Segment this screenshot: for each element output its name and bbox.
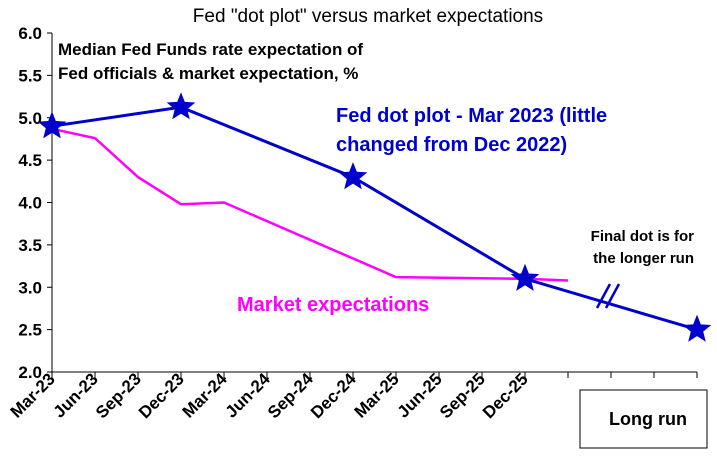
y-tick-label: 2.5 (18, 321, 42, 340)
x-tick-label: Dec-24 (307, 369, 360, 422)
x-tick-label: Jun-23 (50, 369, 102, 421)
y-axis: 6.0 5.5 5.0 4.5 4.0 3.5 3.0 2.5 2.0 (18, 24, 53, 382)
market-line (51, 127, 569, 282)
y-tick-label: 2.0 (18, 363, 42, 382)
final-dot-note-line-2: the longer run (593, 250, 694, 267)
x-tick-label: Sep-25 (436, 369, 489, 422)
x-tick-label: Mar-25 (351, 369, 403, 421)
x-tick-label: Mar-24 (179, 369, 232, 422)
dot-plot-star-marker (37, 111, 67, 139)
axis-break-mark (595, 283, 621, 309)
x-tick-label: Dec-25 (479, 369, 532, 422)
dot-plot-series (37, 92, 712, 342)
long-run-label: Long run (609, 409, 687, 429)
y-tick-label: 4.5 (18, 151, 42, 170)
dot-plot-star-marker (338, 162, 368, 190)
dot-plot-star-marker (166, 92, 196, 120)
chart-title: Fed "dot plot" versus market expectation… (193, 6, 543, 27)
x-tick-label: Jun-24 (222, 369, 275, 422)
dot-plot-star-marker (682, 314, 712, 342)
y-tick-label: 5.5 (18, 66, 42, 85)
y-tick-label: 4.0 (18, 194, 42, 213)
x-tick-label: Sep-24 (264, 369, 317, 422)
chart-subtitle-line-2: Fed officials & market expectation, % (58, 64, 358, 83)
x-tick-label: Dec-23 (135, 369, 188, 422)
dot-plot-star-marker (510, 263, 540, 291)
y-tick-label: 3.0 (18, 278, 42, 297)
dot-plot-label-line-2: changed from Dec 2022) (336, 134, 567, 156)
market-series (51, 127, 569, 282)
market-expectations-label: Market expectations (237, 294, 429, 316)
y-tick-label: 3.5 (18, 236, 42, 255)
y-tick-label: 6.0 (18, 24, 42, 43)
dot-plot-label-line-1: Fed dot plot - Mar 2023 (little (336, 105, 607, 127)
chart-subtitle-line-1: Median Fed Funds rate expectation of (58, 40, 363, 59)
x-tick-label: Jun-25 (394, 369, 446, 421)
final-dot-note-line-1: Final dot is for (591, 228, 694, 245)
y-tick-label: 5.0 (18, 109, 42, 128)
long-run-box: Long run (579, 389, 708, 449)
x-tick-label: Sep-23 (92, 369, 145, 422)
